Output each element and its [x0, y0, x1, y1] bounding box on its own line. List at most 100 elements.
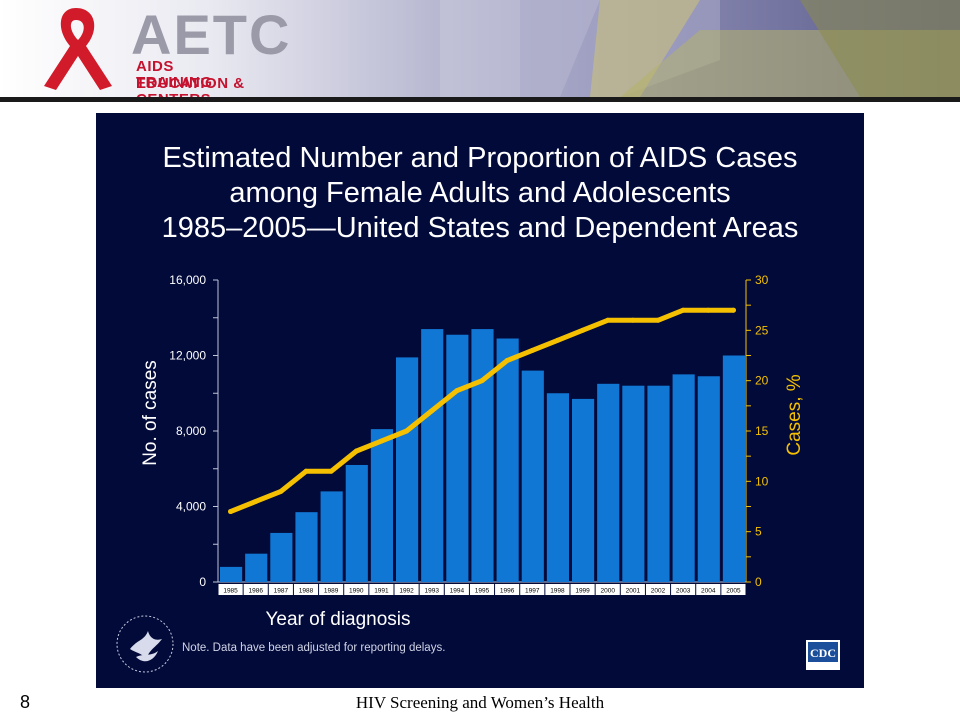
y-right-tick-label: 25	[755, 323, 769, 337]
logo-line-1: AIDS EDUCATION &	[136, 58, 245, 92]
x-tick-label: 2003	[676, 588, 691, 595]
hhs-eagle-seal-icon	[116, 615, 174, 673]
line-point	[730, 307, 736, 313]
line-point	[429, 408, 435, 414]
x-tick-label: 1986	[248, 588, 263, 595]
y-left-tick-label: 0	[199, 575, 206, 589]
x-tick-label: 1992	[399, 588, 414, 595]
x-tick-label: 1994	[450, 588, 465, 595]
x-tick-label: 1991	[374, 588, 389, 595]
chart-bar	[220, 566, 243, 582]
chart-bar	[496, 338, 519, 582]
y-right-tick-label: 10	[755, 474, 769, 488]
line-point	[328, 468, 334, 474]
logo-name: AETC	[131, 3, 292, 66]
chart-bar	[697, 376, 720, 582]
x-tick-box	[570, 584, 595, 595]
line-point	[529, 347, 535, 353]
x-tick-label: 1999	[575, 588, 590, 595]
x-tick-box	[469, 584, 495, 595]
line-point	[504, 358, 510, 364]
x-tick-box	[268, 584, 293, 595]
x-tick-label: 2002	[651, 588, 666, 595]
y-right-tick-label: 30	[755, 273, 769, 287]
x-tick-box	[595, 584, 620, 595]
logo-line-2: TRAINING CENTERS	[136, 74, 213, 97]
x-tick-box	[721, 584, 746, 595]
line-point	[303, 468, 309, 474]
cdc-logo-text: CDC	[810, 646, 836, 660]
chart-title-line-2: among Female Adults and Adolescents	[229, 177, 731, 209]
line-point	[228, 509, 234, 515]
chart-title-line-1: Estimated Number and Proportion of AIDS …	[162, 142, 798, 174]
line-point	[404, 428, 410, 434]
chart-bar	[370, 429, 393, 582]
x-tick-box	[520, 584, 545, 595]
chart-bar	[622, 385, 645, 582]
chart-bar	[521, 370, 544, 582]
chart: 0 4,000 8,000 12,000 16,000 0 5 10 15 20 25 30 1985 1…	[140, 273, 805, 630]
aetc-logo: AETC AIDS EDUCATION & TRAINING CENTERS	[28, 0, 289, 97]
x-tick-box	[293, 584, 319, 595]
x-tick-box	[243, 584, 268, 595]
chart-bar	[722, 355, 745, 582]
x-tick-box	[344, 584, 369, 595]
y-right-tick-label: 0	[755, 575, 762, 589]
header-rule	[0, 97, 960, 102]
x-tick-box	[671, 584, 696, 595]
line-point	[554, 337, 560, 343]
x-tick-box	[369, 584, 394, 595]
y-left-tick-label: 16,000	[169, 273, 206, 287]
x-tick-label: 1993	[424, 588, 439, 595]
y-left-tick-label: 4,000	[176, 500, 206, 514]
x-tick-label: 2004	[701, 588, 716, 595]
x-tick-label: 1988	[299, 588, 314, 595]
x-tick-label: 1997	[525, 588, 540, 595]
x-tick-box	[495, 584, 520, 595]
chart-bar	[597, 383, 620, 582]
x-tick-label: 2005	[726, 588, 741, 595]
x-tick-label: 2001	[626, 588, 641, 595]
line-point	[605, 317, 611, 323]
line-point	[680, 307, 686, 313]
y-right-tick-label: 20	[755, 374, 769, 388]
chart-bar	[421, 329, 444, 582]
chart-title-line-3: 1985–2005—United States and Dependent Ar…	[161, 212, 799, 244]
y-left-tick-label: 8,000	[176, 424, 206, 438]
chart-bar	[546, 393, 569, 582]
x-tick-box	[645, 584, 671, 595]
x-tick-label: 1987	[274, 588, 289, 595]
x-axis-label: Year of diagnosis	[265, 609, 410, 630]
line-point	[454, 388, 460, 394]
banner-decoration	[440, 0, 960, 97]
chart-bar	[572, 398, 595, 582]
y-left-tick-label: 12,000	[169, 349, 206, 363]
red-ribbon-icon	[44, 8, 112, 90]
chart-bar	[295, 512, 318, 582]
y-right-tick-label: 5	[755, 525, 762, 539]
x-tick-box	[319, 584, 344, 595]
line-point	[705, 307, 711, 313]
chart-note: Note. Data have been adjusted for report…	[182, 642, 446, 654]
line-point	[580, 327, 586, 333]
x-tick-box	[444, 584, 469, 595]
x-tick-label: 2000	[600, 588, 615, 595]
y-right-tick-label: 15	[755, 424, 769, 438]
x-tick-label: 1989	[324, 588, 339, 595]
header-banner: AETC AIDS EDUCATION & TRAINING CENTERS	[0, 0, 960, 97]
cdc-logo: CDC	[806, 640, 840, 670]
line-point	[630, 317, 636, 323]
x-tick-box	[419, 584, 444, 595]
chart-bar	[647, 385, 670, 582]
y-axis-left-label: No. of cases	[140, 360, 161, 466]
y-axis-right-label: Cases, %	[784, 374, 805, 455]
x-tick-box	[545, 584, 570, 595]
chart-bar	[245, 553, 268, 582]
chart-bar	[320, 491, 343, 582]
chart-bar	[471, 329, 494, 582]
line-point	[378, 438, 384, 444]
chart-bar	[672, 374, 695, 582]
slide-number: 8	[20, 692, 31, 712]
chart-title: Estimated Number and Proportion of AIDS …	[96, 141, 864, 246]
x-tick-label: 1996	[500, 588, 515, 595]
